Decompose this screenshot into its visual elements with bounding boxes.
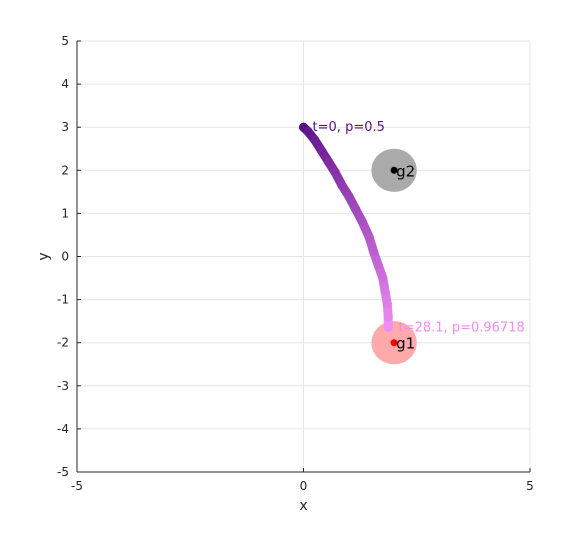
trajectory-point <box>378 274 387 283</box>
trajectory-point <box>365 233 374 242</box>
y-tick-label: -5 <box>57 465 69 479</box>
y-axis-label: y <box>36 252 52 260</box>
y-tick-label: 0 <box>61 250 69 264</box>
y-tick-label: 4 <box>61 77 69 91</box>
x-axis-label: x <box>299 498 307 514</box>
trajectory-point <box>304 127 313 136</box>
y-tick-label: -1 <box>57 293 69 307</box>
trajectory-point <box>358 218 367 227</box>
annotation-start: t=0, p=0.5 <box>313 120 385 135</box>
y-tick-label: -4 <box>57 422 69 436</box>
y-tick-label: 2 <box>61 163 69 177</box>
trajectory-point <box>317 146 326 155</box>
y-tick-label: 5 <box>61 34 69 48</box>
trajectory-point <box>338 181 347 190</box>
y-tick-label: 1 <box>61 206 69 220</box>
goal-label-g1: g1 <box>396 335 415 353</box>
trajectory-point <box>331 168 340 177</box>
y-tick-label: -3 <box>57 379 69 393</box>
trajectory-point <box>384 323 393 332</box>
trajectory-point <box>383 299 392 308</box>
annotation-end: t=28.1, p=0.96718 <box>399 321 525 336</box>
x-tick-label: -5 <box>71 479 83 493</box>
trajectory-point <box>369 248 378 257</box>
y-tick-label: -2 <box>57 336 69 350</box>
trajectory-point <box>344 192 353 201</box>
y-tick-label: 3 <box>61 120 69 134</box>
trajectory-point <box>381 286 390 295</box>
x-tick-label: 5 <box>526 479 534 493</box>
goal-label-g2: g2 <box>396 162 415 180</box>
x-tick-label: 0 <box>300 479 308 493</box>
trajectory-point <box>384 312 393 321</box>
trajectory-point <box>374 261 383 270</box>
trajectory-point <box>351 205 360 214</box>
trajectory-point <box>310 136 319 145</box>
trajectory-point <box>324 157 333 166</box>
